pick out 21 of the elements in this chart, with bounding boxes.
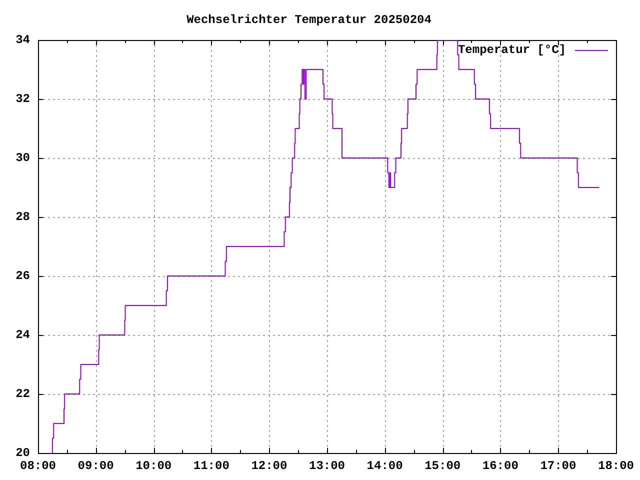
x-tick-label: 14:00 [366,459,403,474]
x-tick-label: 08:00 [20,459,56,474]
x-tick-label: 17:00 [540,459,576,474]
x-tick-label: 09:00 [78,459,114,474]
y-tick-label: 24 [16,328,30,342]
y-tick-label: 22 [16,387,30,402]
x-tick-label: 12:00 [251,459,288,474]
chart-title: Wechselrichter Temperatur 20250204 [186,13,432,28]
x-tick-label: 13:00 [308,459,346,474]
x-tick-label: 18:00 [598,459,634,474]
y-tick-label: 30 [16,151,30,166]
x-tick-label: 16:00 [482,459,518,474]
y-tick-label: 34 [16,33,30,48]
x-tick-label: 10:00 [136,459,172,474]
series-label: Temperatur [°C] [458,43,566,58]
y-tick-label: 20 [16,446,30,460]
y-tick-label: 32 [16,92,30,106]
y-tick-label: 26 [16,269,30,284]
x-tick-label: 11:00 [193,459,230,474]
y-tick-label: 28 [16,210,30,224]
x-tick-label: 15:00 [424,459,461,474]
